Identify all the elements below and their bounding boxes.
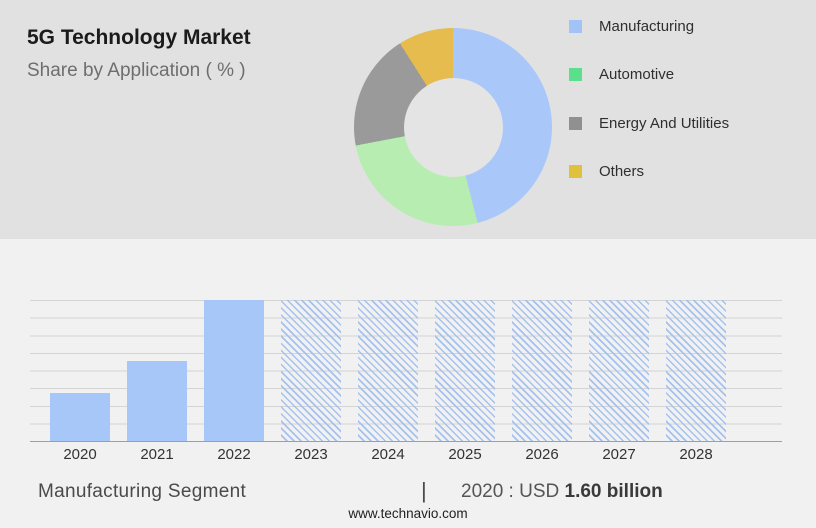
- x-tick-2020: 2020: [63, 446, 97, 463]
- pie-legend: Manufacturing Automotive Energy And Util…: [569, 2, 729, 196]
- legend-label: Automotive: [599, 66, 675, 84]
- bar-2026: [512, 300, 572, 441]
- page-subtitle: Share by Application ( % ): [27, 60, 246, 81]
- legend-swatch-energy-and-utilities: [569, 116, 582, 130]
- segment-value-amount: 1.60 billion: [564, 481, 663, 502]
- segment-value-prefix: 2020 : USD: [461, 481, 560, 502]
- segment-label: Manufacturing Segment: [38, 481, 247, 502]
- donut-hole: [403, 77, 503, 177]
- legend-label: Manufacturing: [599, 17, 695, 35]
- legend-item-automotive: Automotive: [569, 51, 729, 100]
- legend-swatch-others: [569, 165, 582, 179]
- bar-chart-plot: [30, 300, 782, 442]
- website-url: www.technavio.com: [348, 506, 468, 521]
- x-tick-2022: 2022: [217, 446, 251, 463]
- legend-swatch-automotive: [569, 68, 582, 82]
- x-tick-2023: 2023: [294, 446, 328, 463]
- legend-label: Others: [599, 163, 645, 181]
- x-tick-2025: 2025: [448, 446, 482, 463]
- x-tick-2024: 2024: [371, 446, 405, 463]
- legend-item-others: Others: [569, 148, 729, 197]
- legend-swatch-manufacturing: [569, 19, 582, 33]
- header-panel: 5G Technology Market Share by Applicatio…: [0, 0, 816, 239]
- legend-item-energy-and-utilities: Energy And Utilities: [569, 99, 729, 148]
- legend-item-manufacturing: Manufacturing: [569, 2, 729, 51]
- legend-label: Energy And Utilities: [599, 114, 730, 132]
- x-axis-labels: 2020 2021 2022 2023 2024 2025 2026 2027 2028: [30, 446, 782, 464]
- x-tick-2027: 2027: [602, 446, 636, 463]
- x-tick-2028: 2028: [679, 446, 713, 463]
- bar-2028: [666, 300, 726, 441]
- donut-chart: [354, 28, 552, 226]
- page-title: 5G Technology Market: [27, 26, 251, 49]
- bar-2023: [281, 300, 341, 441]
- bar-2022: [204, 300, 264, 441]
- bar-2025: [435, 300, 495, 441]
- bar-2021: [127, 361, 187, 441]
- x-tick-2021: 2021: [140, 446, 174, 463]
- title-block: 5G Technology Market Share by Applicatio…: [27, 26, 251, 82]
- bar-2020: [50, 393, 110, 441]
- footer-separator: |: [421, 478, 427, 503]
- x-tick-2026: 2026: [525, 446, 559, 463]
- bar-2027: [589, 300, 649, 441]
- segment-value: 2020 : USD 1.60 billion: [461, 481, 663, 503]
- bar-chart-panel: 2020 2021 2022 2023 2024 2025 2026 2027 2028 Man…: [0, 239, 816, 528]
- bar-2024: [358, 300, 418, 441]
